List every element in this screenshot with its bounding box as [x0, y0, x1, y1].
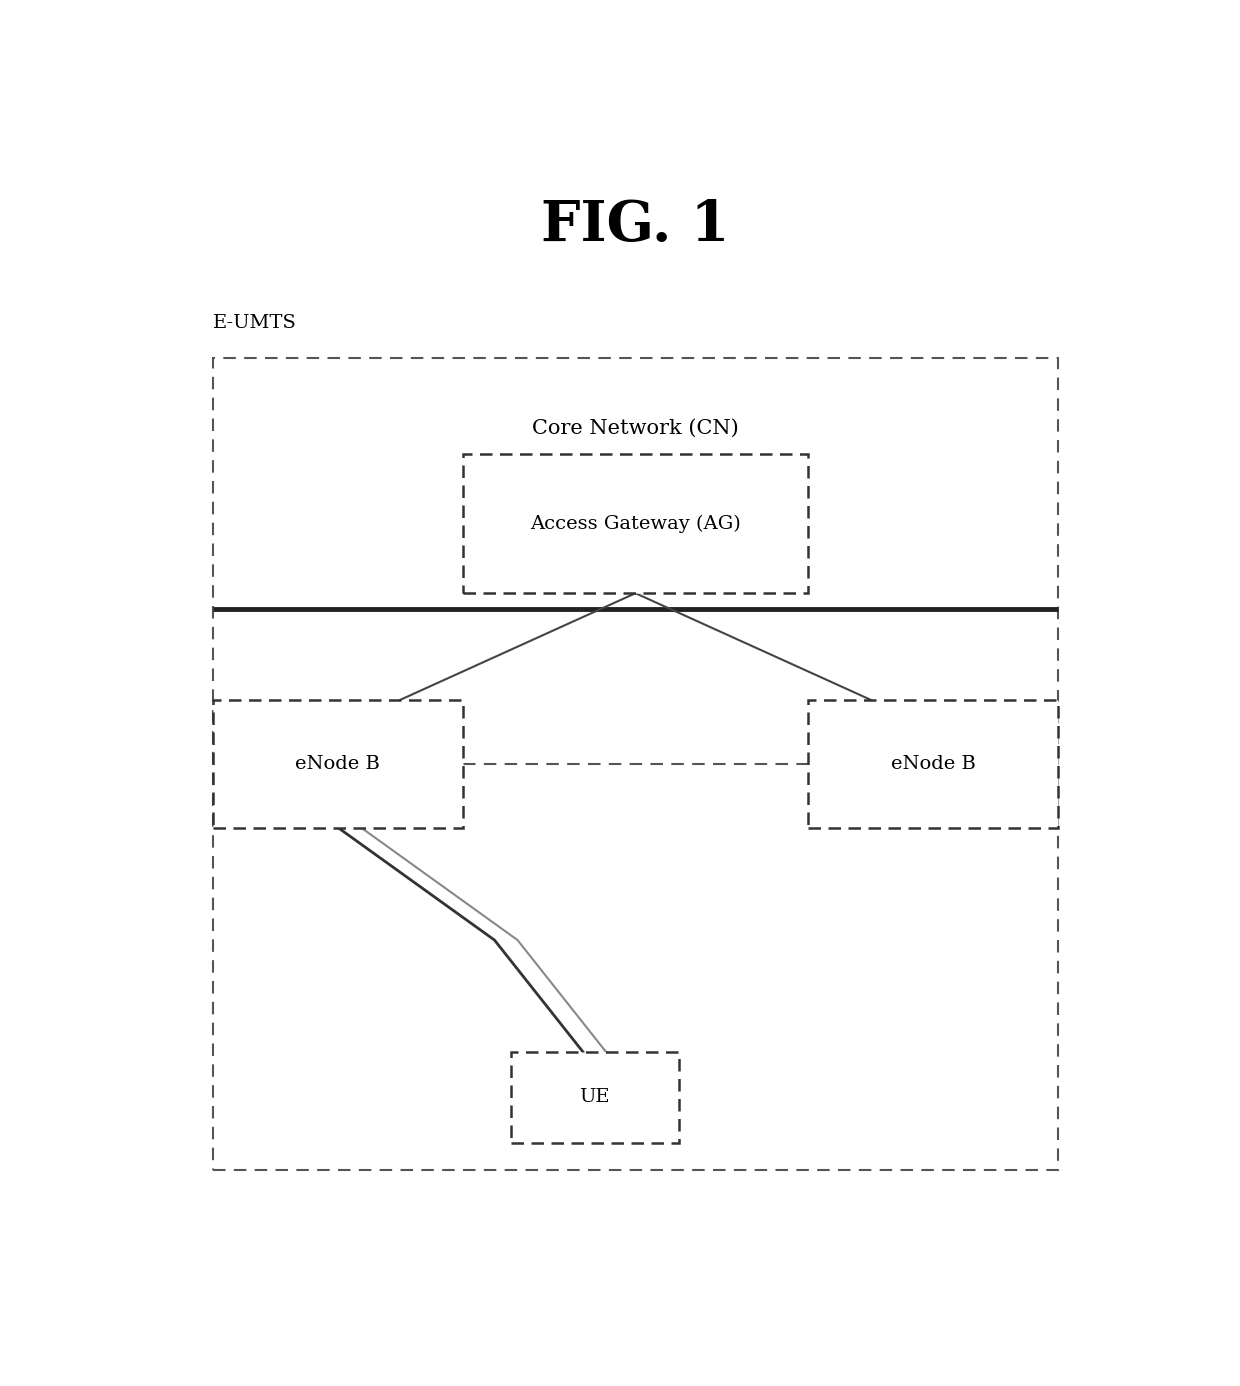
Text: Core Network (CN): Core Network (CN)	[532, 419, 739, 438]
Text: Access Gateway (AG): Access Gateway (AG)	[531, 514, 740, 534]
Text: FIG. 1: FIG. 1	[542, 198, 729, 252]
Text: eNode B: eNode B	[892, 755, 976, 773]
Text: eNode B: eNode B	[295, 755, 379, 773]
Bar	[463, 455, 808, 593]
Bar	[213, 359, 1058, 1170]
Bar	[511, 1052, 678, 1143]
Text: E-UMTS: E-UMTS	[213, 313, 296, 331]
Text: UE: UE	[579, 1088, 610, 1106]
Bar	[808, 700, 1059, 827]
Bar	[213, 700, 463, 827]
